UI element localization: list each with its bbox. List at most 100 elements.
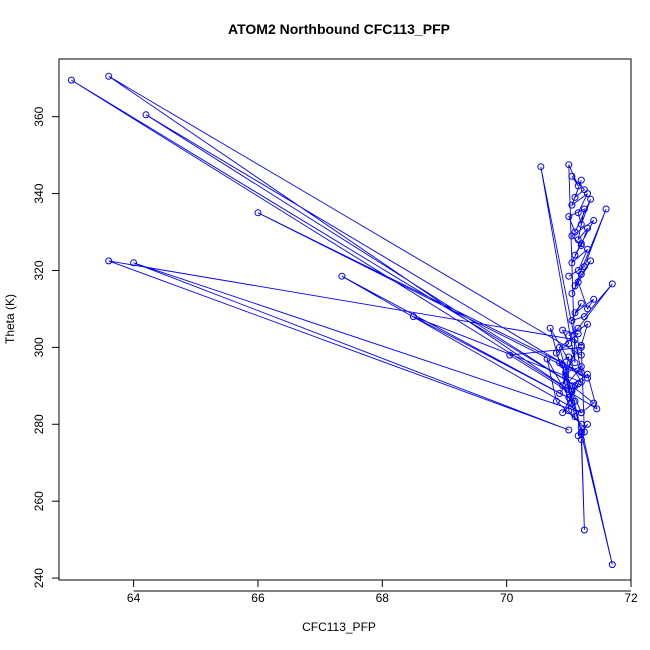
data-point <box>577 240 585 248</box>
data-point <box>543 355 551 363</box>
data-point <box>568 290 576 297</box>
y-tick-label: 260 <box>32 491 46 511</box>
data-point <box>559 382 567 390</box>
data-point <box>574 278 582 286</box>
data-point <box>577 409 585 417</box>
data-point <box>105 257 113 265</box>
data-point <box>565 161 573 169</box>
data-point <box>338 272 346 280</box>
data-point <box>568 172 576 180</box>
data-point <box>577 343 585 351</box>
data-point <box>571 193 579 201</box>
data-point <box>409 313 417 321</box>
data-point <box>584 420 591 428</box>
data-point <box>565 272 573 280</box>
y-tick-label: 240 <box>32 568 46 588</box>
data-point <box>577 270 585 278</box>
data-point <box>254 209 262 217</box>
data-point <box>142 111 150 119</box>
data-point <box>608 561 616 569</box>
y-tick-label: 360 <box>32 106 46 126</box>
data-point <box>565 407 573 415</box>
data-point <box>571 359 579 367</box>
data-point <box>568 317 576 324</box>
data-point <box>556 390 563 397</box>
y-tick-label: 300 <box>32 337 46 357</box>
data-point <box>577 351 585 359</box>
y-axis-label: Theta (K) <box>3 294 17 344</box>
data-point <box>568 399 576 407</box>
data-point <box>559 326 567 334</box>
data-point <box>593 405 601 413</box>
data-point <box>506 351 514 359</box>
data-point <box>577 176 585 184</box>
data-point <box>568 382 576 390</box>
series-points <box>67 72 616 569</box>
data-point <box>577 363 585 371</box>
data-point <box>584 224 591 232</box>
data-point <box>571 347 579 355</box>
data-point <box>565 213 573 221</box>
plot-frame <box>58 58 632 581</box>
data-point <box>590 399 598 407</box>
y-axis: 240 260 280 300 320 340 360 <box>32 106 59 588</box>
data-point <box>571 336 579 344</box>
x-tick-label: 64 <box>127 591 141 605</box>
data-point <box>584 320 591 328</box>
data-point <box>565 353 573 361</box>
x-axis: 64 66 68 70 72 <box>127 580 638 605</box>
data-point <box>559 361 567 369</box>
data-point <box>577 436 585 444</box>
data-point <box>105 72 113 80</box>
y-tick-label: 280 <box>32 414 46 434</box>
data-point <box>587 257 595 265</box>
data-point <box>571 413 579 421</box>
data-point <box>584 305 591 313</box>
data-point <box>577 242 585 249</box>
data-point <box>565 332 573 340</box>
data-point <box>565 393 573 401</box>
data-point <box>574 209 582 217</box>
data-point <box>577 299 585 307</box>
x-tick-label: 66 <box>251 591 265 605</box>
data-point <box>577 342 585 349</box>
data-point <box>67 76 75 84</box>
data-point <box>574 380 582 388</box>
data-point <box>608 280 616 288</box>
series-line-0 <box>71 75 613 565</box>
data-point <box>537 163 545 171</box>
data-point <box>590 295 598 303</box>
data-point <box>577 424 585 432</box>
data-point <box>568 259 576 267</box>
data-point <box>574 182 582 190</box>
x-tick-label: 68 <box>376 591 390 605</box>
chart-title: ATOM2 Northbound CFC113_PFP <box>228 21 450 37</box>
data-point <box>559 409 567 417</box>
data-point <box>580 526 588 534</box>
data-point <box>584 370 591 378</box>
data-point <box>552 349 560 357</box>
data-point <box>571 309 579 317</box>
data-point <box>580 313 588 321</box>
data-point <box>552 397 560 405</box>
x-tick-label: 72 <box>624 591 638 605</box>
data-point <box>602 205 610 213</box>
data-point <box>571 251 579 259</box>
data-point <box>580 263 588 271</box>
y-tick-label: 340 <box>32 183 46 203</box>
data-point <box>584 245 591 253</box>
data-point <box>584 190 591 198</box>
data-point <box>562 368 570 376</box>
series-line <box>71 75 613 565</box>
data-point <box>568 232 576 240</box>
data-point <box>580 205 588 213</box>
data-point <box>565 340 573 347</box>
data-point <box>590 217 598 224</box>
data-point <box>584 374 591 382</box>
data-point <box>587 195 595 203</box>
data-point <box>577 220 585 228</box>
data-point <box>130 259 138 267</box>
data-point <box>565 426 573 434</box>
x-tick-label: 70 <box>500 591 514 605</box>
